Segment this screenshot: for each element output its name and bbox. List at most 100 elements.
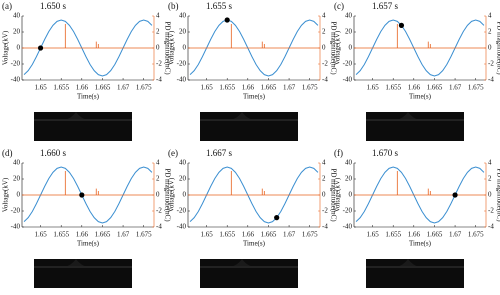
y-tick-label: -40 xyxy=(11,76,21,84)
x-tick-label: 1.655 xyxy=(219,231,235,239)
photo-bump xyxy=(228,112,256,120)
y-tick-label: 40 xyxy=(179,159,187,167)
y-axis-title: Voltage(kV) xyxy=(168,177,176,212)
y-tick-label: 0 xyxy=(349,191,353,199)
x-tick-label: 1.65 xyxy=(34,84,47,92)
y-tick-label: 40 xyxy=(345,159,353,167)
y2-tick-label: 4 xyxy=(322,159,326,167)
voltage-curve xyxy=(189,19,319,77)
photo xyxy=(34,259,132,288)
y-tick-label: 0 xyxy=(349,44,353,52)
x-tick-label: 1.665 xyxy=(427,231,443,239)
x-tick-label: 1.66 xyxy=(242,84,255,92)
panel-label: (f) xyxy=(334,148,343,158)
y2-tick-label: -2 xyxy=(322,60,328,68)
photo xyxy=(34,112,132,141)
y-tick-label: -40 xyxy=(343,76,353,84)
y-tick-label: 20 xyxy=(13,28,21,36)
x-tick-label: 1.65 xyxy=(200,84,213,92)
photo-bump xyxy=(394,259,422,267)
panel-title: 1.670 s xyxy=(372,148,399,158)
y2-tick-label: 0 xyxy=(156,44,160,52)
y-tick-label: 20 xyxy=(345,28,353,36)
x-tick-label: 1.675 xyxy=(468,231,484,239)
time-marker xyxy=(224,17,230,23)
x-tick-label: 1.66 xyxy=(408,84,421,92)
y-tick-label: -40 xyxy=(177,76,187,84)
y-axis-title: Voltage(kV) xyxy=(334,30,342,65)
x-tick-label: 1.665 xyxy=(95,231,111,239)
y2-tick-label: 2 xyxy=(322,28,326,36)
x-axis-title: Time(s) xyxy=(243,93,266,101)
photo xyxy=(200,259,298,288)
photo-bump xyxy=(62,259,90,267)
y-tick-label: 20 xyxy=(13,175,21,183)
x-axis-title: Time(s) xyxy=(409,240,432,248)
y-tick-label: -20 xyxy=(177,60,187,68)
y-axis-title: Voltage(kV) xyxy=(334,177,342,212)
y-tick-label: -20 xyxy=(11,207,21,215)
y-tick-label: 40 xyxy=(345,12,353,20)
y-tick-label: -20 xyxy=(343,207,353,215)
x-tick-label: 1.675 xyxy=(468,84,484,92)
y-tick-label: 20 xyxy=(345,175,353,183)
panel-title: 1.650 s xyxy=(40,1,67,11)
y-tick-label: 40 xyxy=(13,12,21,20)
x-tick-label: 1.65 xyxy=(366,231,379,239)
y2-tick-label: 0 xyxy=(156,191,160,199)
time-marker xyxy=(398,22,405,28)
panel-label: (e) xyxy=(168,148,178,158)
y-tick-label: 0 xyxy=(17,44,21,52)
y-tick-label: 20 xyxy=(179,175,187,183)
x-tick-label: 1.675 xyxy=(136,231,152,239)
panel-title: 1.657 s xyxy=(372,1,399,11)
y-tick-label: 0 xyxy=(183,191,187,199)
panel-label: (a) xyxy=(2,1,12,11)
photo-surface xyxy=(34,266,132,268)
x-tick-label: 1.665 xyxy=(427,84,443,92)
y2-tick-label: 2 xyxy=(156,28,160,36)
photo-bump xyxy=(62,112,90,120)
y2-tick-label: -4 xyxy=(156,223,162,231)
photo-surface xyxy=(200,266,298,268)
y-tick-label: -20 xyxy=(343,60,353,68)
x-axis-title: Time(s) xyxy=(243,240,266,248)
y2-tick-label: 4 xyxy=(488,12,492,20)
x-tick-label: 1.67 xyxy=(449,84,462,92)
x-tick-label: 1.66 xyxy=(76,231,89,239)
voltage-curve xyxy=(23,166,153,224)
y-tick-label: -20 xyxy=(177,207,187,215)
y2-tick-label: 0 xyxy=(488,44,492,52)
y2-tick-label: 2 xyxy=(322,175,326,183)
x-axis-title: Time(s) xyxy=(77,93,100,101)
x-axis-title: Time(s) xyxy=(409,93,432,101)
y-tick-label: 20 xyxy=(179,28,187,36)
x-tick-label: 1.65 xyxy=(200,231,213,239)
y2-axis-title: PD magnitude(nC) xyxy=(163,168,171,222)
x-tick-label: 1.67 xyxy=(117,231,130,239)
x-tick-label: 1.67 xyxy=(283,231,296,239)
y2-tick-label: 4 xyxy=(322,12,326,20)
time-marker xyxy=(37,45,44,51)
x-tick-label: 1.655 xyxy=(219,84,235,92)
y-axis-title: Voltage(kV) xyxy=(2,177,10,212)
y2-axis-title: PD magnitude(nC) xyxy=(495,168,500,222)
y2-tick-label: 4 xyxy=(156,12,160,20)
panel-label: (d) xyxy=(2,148,13,158)
x-tick-label: 1.66 xyxy=(408,231,421,239)
y2-tick-label: -4 xyxy=(488,76,494,84)
photo-surface xyxy=(366,119,464,121)
panel-title: 1.667 s xyxy=(206,148,233,158)
y2-tick-label: -2 xyxy=(488,207,494,215)
y2-axis-title: PD magnitude(nC) xyxy=(163,21,171,75)
y-tick-label: -20 xyxy=(11,60,21,68)
y-tick-label: -40 xyxy=(11,223,21,231)
x-tick-label: 1.665 xyxy=(95,84,111,92)
y2-tick-label: -2 xyxy=(322,207,328,215)
y2-axis-title: PD magnitude(nC) xyxy=(329,168,337,222)
